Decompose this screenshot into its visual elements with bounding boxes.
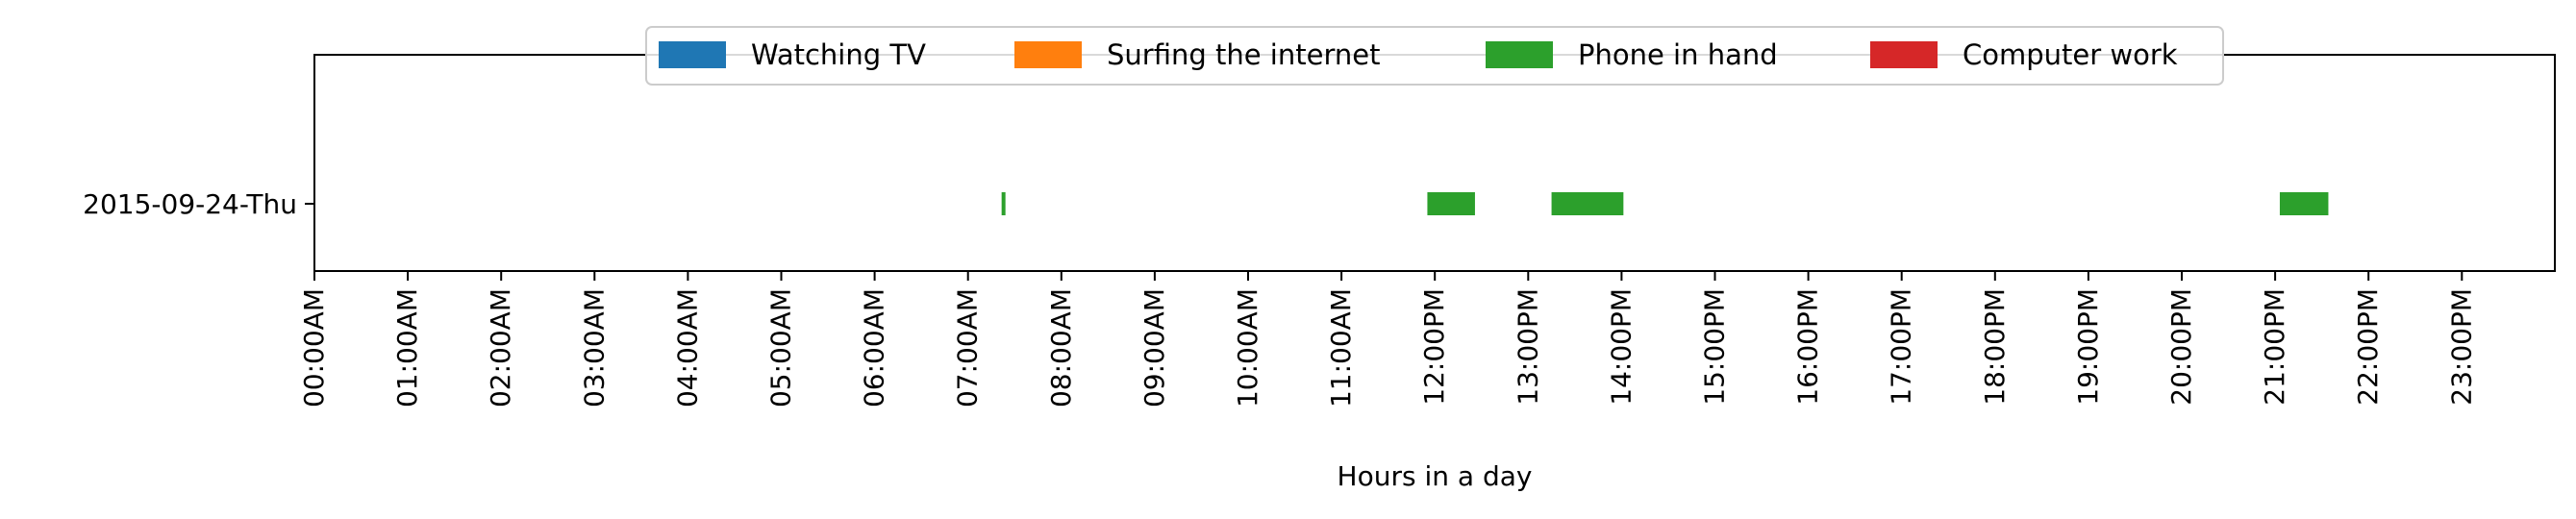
bar-phone-in-hand-3 (2279, 192, 2329, 215)
x-tick-label: 14:00PM (1605, 288, 1637, 406)
x-tick-label: 09:00AM (1138, 288, 1170, 408)
x-tick-label: 20:00PM (2165, 288, 2197, 406)
x-tick-label: 16:00PM (1792, 288, 1824, 406)
y-axis: 2015-09-24-Thu (83, 188, 314, 220)
legend-swatch (1870, 41, 1938, 68)
plot-area-frame (313, 54, 2556, 272)
x-tick-label: 21:00PM (2259, 288, 2290, 406)
legend-label: Watching TV (751, 38, 926, 71)
x-tick-label: 00:00AM (298, 288, 330, 408)
x-tick-label: 22:00PM (2352, 288, 2384, 406)
bar-phone-in-hand-0 (1001, 192, 1006, 215)
bars-layer (1001, 192, 2329, 215)
x-tick-label: 10:00AM (1232, 288, 1263, 408)
x-tick-label: 02:00AM (485, 288, 516, 408)
legend-swatch (659, 41, 726, 68)
x-tick-label: 07:00AM (952, 288, 984, 408)
legend-label: Surfing the internet (1107, 38, 1380, 71)
bar-phone-in-hand-2 (1551, 192, 1624, 215)
x-tick-label: 03:00AM (578, 288, 610, 408)
x-tick-label: 15:00PM (1699, 288, 1731, 406)
x-tick-label: 19:00PM (2072, 288, 2104, 406)
x-tick-label: 13:00PM (1512, 288, 1543, 406)
x-tick-label: 12:00PM (1418, 288, 1450, 406)
x-tick-label: 06:00AM (859, 288, 890, 408)
x-tick-label: 05:00AM (765, 288, 797, 408)
legend-swatch (1014, 41, 1082, 68)
x-tick-label: 18:00PM (1979, 288, 2011, 406)
legend: Watching TV Surfing the internet Phone in … (645, 26, 2224, 86)
x-axis: 00:00AM 01:00AM 02:00AM 03:00AM 04:00AM 05:00… (298, 271, 2477, 408)
legend-label: Computer work (1963, 38, 2178, 71)
legend-swatch (1486, 41, 1553, 68)
x-tick-label: 04:00AM (671, 288, 703, 408)
x-tick-label: 23:00PM (2445, 288, 2477, 406)
x-tick-label: 08:00AM (1045, 288, 1077, 408)
x-tick-label: 17:00PM (1886, 288, 1917, 406)
x-tick-label: 11:00AM (1325, 288, 1357, 408)
legend-label: Phone in hand (1578, 38, 1778, 71)
bar-phone-in-hand-1 (1427, 192, 1475, 215)
y-tick-label: 2015-09-24-Thu (83, 188, 297, 220)
x-axis-label: Hours in a day (1338, 460, 1533, 492)
x-tick-label: 01:00AM (391, 288, 423, 408)
